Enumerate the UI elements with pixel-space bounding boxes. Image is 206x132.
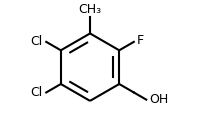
Text: CH₃: CH₃ — [78, 3, 102, 16]
Text: F: F — [137, 34, 144, 47]
Text: Cl: Cl — [31, 35, 43, 48]
Text: OH: OH — [150, 93, 169, 106]
Text: Cl: Cl — [31, 86, 43, 99]
